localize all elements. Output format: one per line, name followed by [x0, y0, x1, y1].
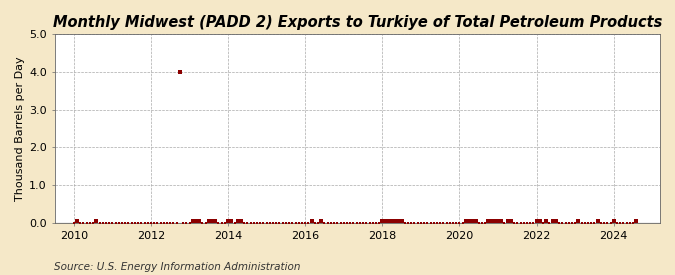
Text: Source: U.S. Energy Information Administration: Source: U.S. Energy Information Administ…	[54, 262, 300, 272]
Title: Monthly Midwest (PADD 2) Exports to Turkiye of Total Petroleum Products: Monthly Midwest (PADD 2) Exports to Turk…	[53, 15, 662, 30]
Y-axis label: Thousand Barrels per Day: Thousand Barrels per Day	[15, 56, 25, 201]
